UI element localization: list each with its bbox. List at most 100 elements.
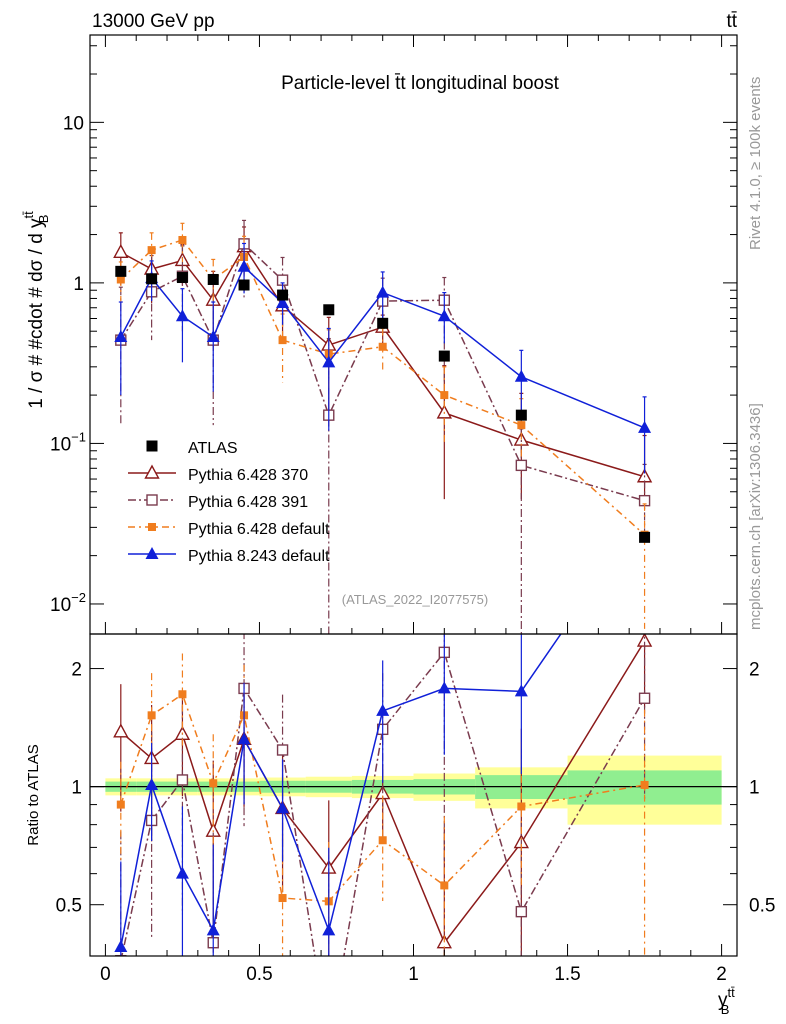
ratio-point — [440, 881, 449, 890]
energy-label: 13000 GeV pp — [92, 11, 215, 32]
ratio-point — [517, 802, 526, 811]
x-tick-label: 2 — [716, 964, 727, 985]
main-frame — [89, 34, 738, 635]
atlas-point — [146, 273, 158, 285]
atlas-point — [639, 531, 651, 543]
legend-label: ATLAS — [188, 440, 238, 457]
y-tick-label: 10−1 — [50, 429, 86, 455]
legend: ATLAS Pythia 6.428 370 Pythia 6.428 391 Pyt… — [128, 440, 330, 565]
ratio-point — [176, 774, 189, 786]
atlas-reference-points — [115, 265, 651, 543]
ratio-point — [116, 800, 125, 809]
data-point — [376, 285, 390, 298]
ratio-point — [175, 866, 189, 879]
data-point — [440, 391, 449, 400]
y-axis-title-ratio: Ratio to ATLAS — [25, 744, 42, 845]
data-point — [278, 336, 287, 345]
ratio-point — [178, 690, 187, 699]
atlas-point — [238, 279, 250, 291]
x-tick-label: 0.5 — [246, 964, 272, 985]
data-point — [237, 259, 251, 272]
legend-label: Pythia 6.428 370 — [188, 467, 308, 484]
legend-marker — [145, 547, 159, 559]
data-point — [113, 243, 129, 259]
data-point — [515, 459, 528, 472]
ratio-series-layer — [113, 634, 653, 956]
analysis-id: (ATLAS_2022_I2077575) — [342, 592, 488, 607]
ratio-point — [378, 836, 387, 845]
x-title-sub: B — [721, 1002, 730, 1017]
data-point — [378, 342, 387, 351]
data-point — [276, 295, 290, 308]
plot-title: Particle-level t̄t longitudinal boost — [281, 73, 559, 94]
svg-text:ytt̄B: ytt̄ B — [718, 985, 735, 1017]
data-point — [178, 235, 187, 244]
atlas-point — [207, 273, 219, 285]
ratio-point — [515, 905, 528, 918]
ratio-point — [113, 723, 129, 738]
data-point — [638, 420, 652, 433]
data-point — [206, 330, 220, 343]
legend-marker — [148, 523, 156, 531]
ratio-point — [640, 780, 649, 789]
data-point — [175, 309, 189, 322]
data-point — [147, 246, 156, 255]
legend-marker — [144, 464, 160, 479]
series-line — [120, 239, 646, 536]
legend-marker — [146, 494, 158, 506]
legend-marker — [146, 440, 158, 452]
atlas-point — [377, 317, 389, 329]
ratio-point — [638, 692, 651, 704]
ratio-point — [237, 732, 251, 745]
legend-item: Pythia 6.428 default — [128, 521, 330, 538]
data-point — [322, 355, 336, 368]
x-title-sup: tt̄ — [728, 985, 736, 1000]
ratio-point — [206, 923, 220, 936]
data-point — [116, 275, 125, 284]
data-point — [114, 330, 128, 343]
atlas-point — [438, 350, 450, 362]
atlas-point — [176, 272, 188, 284]
ratio-point — [437, 681, 451, 694]
series-4-ratio — [114, 634, 562, 956]
atlas-point — [115, 265, 127, 277]
mcplots-label: mcplots.cern.ch [arXiv:1306.3436] — [747, 403, 764, 630]
ratio-point — [514, 684, 528, 697]
y-title-main-sup: tt̄ — [21, 211, 36, 219]
legend-label: Pythia 6.428 default — [188, 521, 330, 538]
y-title-main-text: 1 / σ # #cdot # dσ / d y — [26, 218, 47, 409]
atlas-point — [323, 304, 335, 316]
ratio-point — [114, 940, 128, 953]
y-title-main-sub: B — [36, 215, 51, 224]
x-axis-title: ytt̄ B — [718, 985, 735, 1017]
ratio-tick-label: 2 — [71, 660, 82, 681]
ratio-point — [276, 801, 290, 814]
axis-ticks: 0 0.5 1 1.5 2 10−2 10−1 1 10 0.5 0.5 1 1 2 2 — [50, 35, 775, 985]
data-point — [517, 421, 526, 430]
svg-text:1 / σ # #cdot # dσ / d ytt̄B: 1 / σ # #cdot # dσ / d ytt̄B — [21, 211, 51, 409]
legend-item: Pythia 6.428 370 — [128, 464, 308, 484]
ratio-uncertainty-bands — [105, 755, 722, 825]
y-tick-label: 1 — [73, 274, 84, 295]
ratio-point — [115, 954, 127, 956]
ratio-point — [276, 744, 289, 756]
ratio-tick-label: 0.5 — [56, 896, 82, 917]
ratio-tick-label: 1 — [71, 778, 82, 799]
atlas-point — [515, 409, 527, 421]
legend-label: Pythia 6.428 391 — [188, 494, 308, 511]
ratio-point — [145, 777, 159, 790]
ratio-point — [322, 923, 336, 936]
ratio-point — [147, 711, 156, 720]
ratio-tick-label-right: 0.5 — [749, 896, 775, 917]
y-tick-label: 10 — [63, 113, 84, 134]
ratio-tick-label-right: 2 — [749, 660, 760, 681]
ratio-point — [376, 703, 390, 716]
atlas-point — [277, 289, 289, 301]
data-point — [514, 369, 528, 382]
y-axis-title-main: 1 / σ # #cdot # dσ / d ytt̄B — [21, 211, 51, 409]
x-title-text: y — [718, 990, 728, 1011]
x-tick-label: 1.5 — [554, 964, 580, 985]
legend-item: Pythia 8.243 default — [128, 547, 330, 565]
data-point — [437, 309, 451, 322]
